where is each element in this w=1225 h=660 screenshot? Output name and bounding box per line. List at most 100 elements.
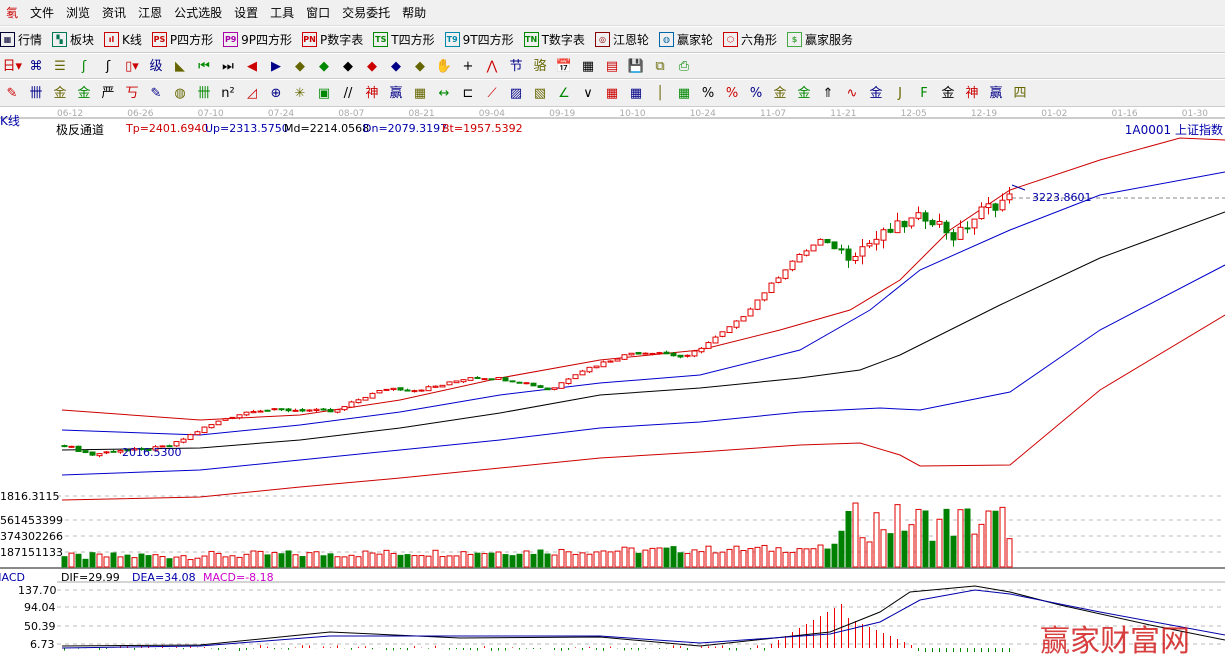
menu-item[interactable]: 帮助: [402, 6, 427, 20]
volume-bar: [348, 554, 355, 568]
tool-icon[interactable]: ▣: [317, 85, 331, 101]
tool-icon[interactable]: J: [898, 85, 902, 101]
tool-icon[interactable]: ✎: [6, 85, 18, 101]
tool-icon[interactable]: ▦: [605, 85, 619, 101]
tool-icon[interactable]: ⇑: [822, 85, 834, 101]
tool-icon[interactable]: ◆: [319, 58, 329, 74]
toolbar-button[interactable]: PS P四方形: [151, 31, 213, 48]
tool-icon[interactable]: ✋: [435, 58, 453, 74]
tool-icon[interactable]: ∨: [583, 85, 593, 101]
tool-icon[interactable]: %: [749, 85, 763, 101]
tool-icon[interactable]: 日▾: [2, 58, 23, 74]
tool-icon[interactable]: 金: [869, 85, 883, 101]
tool-icon[interactable]: ☰: [54, 58, 66, 74]
tool-icon[interactable]: ↔: [438, 85, 450, 101]
tool-icon[interactable]: 金: [797, 85, 811, 101]
tool-icon[interactable]: ▦: [677, 85, 691, 101]
tool-icon[interactable]: 💾: [627, 58, 645, 74]
tool-icon[interactable]: ⌘: [29, 58, 43, 74]
candle: [75, 445, 82, 452]
tool-icon[interactable]: 丂: [125, 85, 139, 101]
tool-icon[interactable]: ⧉: [655, 58, 665, 74]
tool-icon[interactable]: 赢: [989, 85, 1003, 101]
tool-icon[interactable]: 骆: [533, 58, 547, 74]
tool-icon[interactable]: ⋀: [486, 58, 498, 74]
toolbar-button[interactable]: ▚ 板块: [52, 31, 94, 48]
tool-icon[interactable]: ◍: [174, 85, 186, 101]
tool-icon[interactable]: %: [701, 85, 715, 101]
tool-icon[interactable]: 金: [77, 85, 91, 101]
tool-icon[interactable]: ⊏: [462, 85, 474, 101]
tool-icon[interactable]: ▦: [581, 58, 595, 74]
kline-chart[interactable]: 06-12 06-26 07-10 07-24 08-07 08-21 09-04 09-19…: [0, 108, 1225, 658]
tool-icon[interactable]: 严: [101, 85, 115, 101]
tool-icon[interactable]: 神: [365, 85, 379, 101]
toolbar-button[interactable]: ıl K线: [104, 31, 142, 48]
tool-icon[interactable]: ʃ: [81, 58, 87, 74]
menu-item[interactable]: 公式选股: [174, 6, 223, 20]
toolbar-button[interactable]: T9 9T四方形: [444, 31, 514, 48]
toolbar-button[interactable]: PN P数字表: [302, 31, 363, 48]
toolbar-button[interactable]: ▦ 行情: [0, 31, 42, 48]
tool-icon[interactable]: 📅: [555, 58, 573, 74]
tool-icon[interactable]: 神: [965, 85, 979, 101]
tool-icon[interactable]: ◆: [343, 58, 353, 74]
toolbar-button[interactable]: TN T数字表: [523, 31, 585, 48]
toolbar-button[interactable]: ◎ 江恩轮: [594, 31, 649, 48]
tool-icon[interactable]: ◀: [247, 58, 257, 74]
toolbar-button[interactable]: P9 9P四方形: [223, 31, 292, 48]
tool-icon[interactable]: ∠: [558, 85, 570, 101]
toolbar-button[interactable]: ◍ 赢家轮: [658, 31, 713, 48]
tool-icon[interactable]: 卌: [197, 85, 211, 101]
tool-icon[interactable]: 赢: [389, 85, 403, 101]
tool-icon[interactable]: ⟋: [487, 85, 497, 101]
menu-item[interactable]: 资讯: [102, 6, 127, 20]
tool-icon[interactable]: ✳: [294, 85, 306, 101]
tool-icon[interactable]: 金: [773, 85, 787, 101]
tool-icon[interactable]: ◿: [247, 85, 257, 101]
tool-icon[interactable]: 四: [1013, 85, 1027, 101]
tool-icon[interactable]: 金: [941, 85, 955, 101]
menu-item[interactable]: 交易委托: [342, 6, 391, 20]
tool-icon[interactable]: ◆: [415, 58, 425, 74]
tool-icon[interactable]: 节: [509, 58, 523, 74]
tool-icon[interactable]: F: [920, 85, 928, 101]
tool-icon[interactable]: ∿: [846, 85, 858, 101]
tool-icon[interactable]: %: [725, 85, 739, 101]
tool-icon[interactable]: 金: [53, 85, 67, 101]
tool-icon[interactable]: ◆: [391, 58, 401, 74]
tool-icon[interactable]: ⎙: [678, 58, 690, 74]
toolbar-button[interactable]: $ 赢家服务: [786, 31, 853, 48]
tool-icon[interactable]: ⊕: [270, 85, 282, 101]
tool-icon[interactable]: ◆: [367, 58, 377, 74]
tool-icon[interactable]: ◆: [295, 58, 305, 74]
tool-icon[interactable]: │: [656, 85, 664, 101]
tool-icon[interactable]: //: [343, 85, 353, 101]
menu-item[interactable]: 工具: [270, 6, 295, 20]
tool-icon[interactable]: ▶: [271, 58, 281, 74]
menu-item[interactable]: 浏览: [66, 6, 91, 20]
tool-icon[interactable]: +: [462, 58, 474, 74]
menu-item[interactable]: 设置: [234, 6, 259, 20]
volume-bar: [257, 550, 264, 568]
tool-icon[interactable]: ✎: [150, 85, 162, 101]
tool-icon[interactable]: ▦: [413, 85, 427, 101]
tool-icon[interactable]: ▧: [533, 85, 547, 101]
tool-icon[interactable]: ʃ: [105, 58, 111, 74]
tool-icon[interactable]: 卌: [29, 85, 43, 101]
menu-item[interactable]: 窗口: [306, 6, 331, 20]
toolbar-button[interactable]: TS T四方形: [373, 31, 435, 48]
tool-icon[interactable]: ▦: [629, 85, 643, 101]
tool-icon[interactable]: ▯▾: [125, 58, 139, 74]
tool-icon[interactable]: 级: [149, 58, 163, 74]
volume-bar: [873, 512, 880, 568]
tool-icon[interactable]: ◣: [175, 58, 185, 74]
tool-icon[interactable]: ▤: [605, 58, 619, 74]
menu-item[interactable]: 文件: [30, 6, 55, 20]
tool-icon[interactable]: ⏭: [222, 58, 234, 74]
tool-icon[interactable]: n²: [221, 85, 235, 101]
tool-icon[interactable]: ▨: [509, 85, 523, 101]
toolbar-button[interactable]: ⬡ 六角形: [722, 31, 777, 48]
menu-item[interactable]: 江恩: [138, 6, 163, 20]
tool-icon[interactable]: ⏮: [198, 58, 210, 74]
